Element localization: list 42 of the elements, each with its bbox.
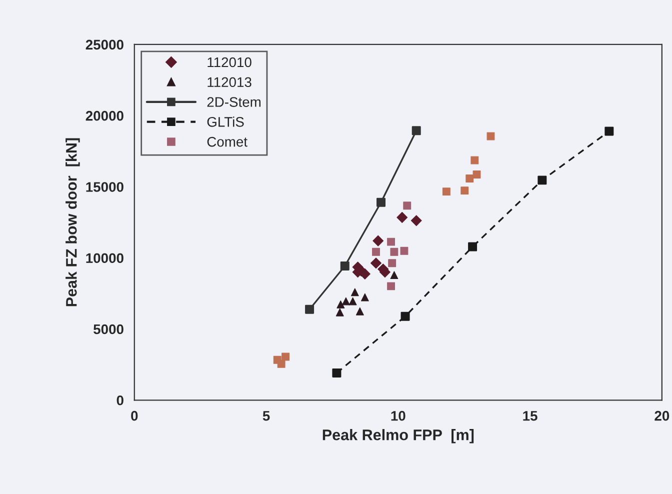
y-tick-label: 5000 (94, 324, 124, 334)
y-tick-label: 0 (116, 395, 124, 406)
point (403, 202, 412, 210)
y-axis-title: Peak FZ bow door [kN] (66, 138, 80, 306)
point (332, 368, 342, 378)
point (400, 312, 410, 321)
point (604, 126, 614, 136)
point (350, 288, 359, 296)
x-tick-label: 20 (654, 410, 670, 421)
x-axis-title: Peak Relmo FPP [m] (322, 429, 474, 444)
point (336, 308, 344, 316)
legend-label: 2D-Stem (207, 97, 260, 107)
point (277, 360, 286, 368)
point (356, 307, 364, 316)
point (486, 132, 495, 140)
legend-label: GLTiS (207, 116, 244, 127)
y-tick-label: 15000 (86, 182, 124, 192)
point (390, 271, 398, 280)
point (388, 259, 396, 268)
point (340, 261, 350, 270)
x-tick-label: 5 (262, 411, 270, 421)
x-tick-label: 15 (523, 411, 538, 421)
y-tick-label: 25000 (86, 40, 124, 50)
point (360, 293, 369, 302)
legend-label: 112010 (208, 57, 252, 68)
point (336, 300, 345, 308)
legend-label: 112013 (208, 77, 252, 88)
point (400, 246, 408, 255)
x-tick-label: 10 (391, 410, 406, 421)
point (468, 242, 478, 252)
point (390, 248, 398, 256)
y-tick-label: 20000 (86, 110, 124, 121)
point (470, 156, 479, 164)
x-tick-label: 0 (131, 410, 138, 421)
point (412, 126, 421, 136)
point (305, 304, 314, 314)
point (376, 198, 386, 207)
legend-label: Comet (207, 136, 248, 147)
point (348, 297, 357, 306)
y-tick-label: 10000 (86, 253, 124, 264)
point (538, 176, 547, 185)
point (342, 297, 350, 306)
